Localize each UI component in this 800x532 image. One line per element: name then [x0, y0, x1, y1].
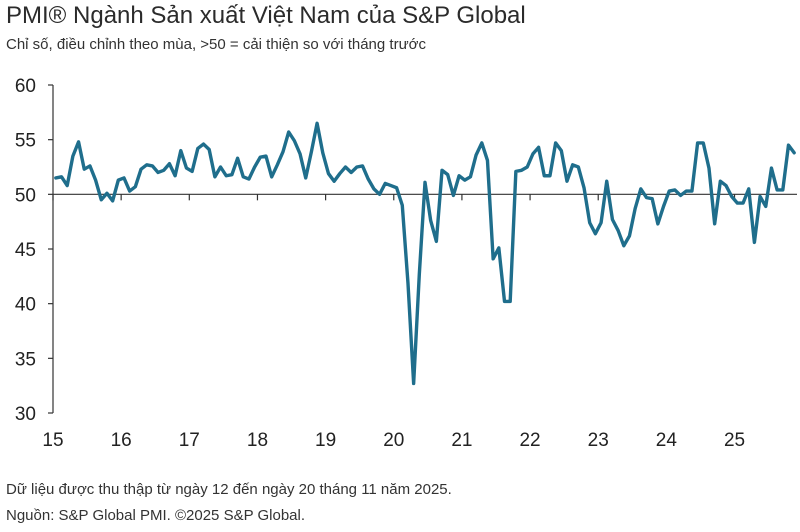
chart-title: PMI® Ngành Sản xuất Việt Nam của S&P Glo…	[6, 2, 526, 29]
x-tick-label: 23	[588, 430, 609, 451]
series-layer	[54, 121, 796, 386]
y-tick-label: 60	[15, 76, 36, 97]
x-tick-label: 22	[519, 430, 540, 451]
chart-subtitle: Chỉ số, điều chỉnh theo mùa, >50 = cải t…	[6, 36, 426, 53]
y-tick-label: 55	[15, 131, 36, 152]
x-tick-label: 25	[724, 430, 745, 451]
y-tick-label: 50	[15, 185, 36, 206]
data-collection-note: Dữ liệu được thu thập từ ngày 12 đến ngà…	[6, 481, 452, 498]
x-tick-label: 21	[451, 430, 472, 451]
tick-labels: 30 35 40 45 50 55 60 15 16 17 18 19 20 21 22 23 24 25	[15, 76, 745, 451]
x-tick-label: 16	[111, 430, 132, 451]
x-tick-label: 19	[315, 430, 336, 451]
pmi-series-line	[54, 121, 796, 386]
y-tick-label: 40	[15, 295, 36, 316]
y-tick-label: 45	[15, 240, 36, 261]
x-tick-label: 18	[247, 430, 268, 451]
source-note: Nguồn: S&P Global PMI. ©2025 S&P Global.	[6, 507, 306, 524]
y-tick-label: 30	[15, 404, 36, 425]
x-tick-label: 20	[383, 430, 404, 451]
x-tick-label: 17	[179, 430, 200, 451]
x-tick-label: 15	[42, 430, 63, 451]
y-tick-label: 35	[15, 349, 36, 370]
x-tick-label: 24	[656, 430, 678, 451]
